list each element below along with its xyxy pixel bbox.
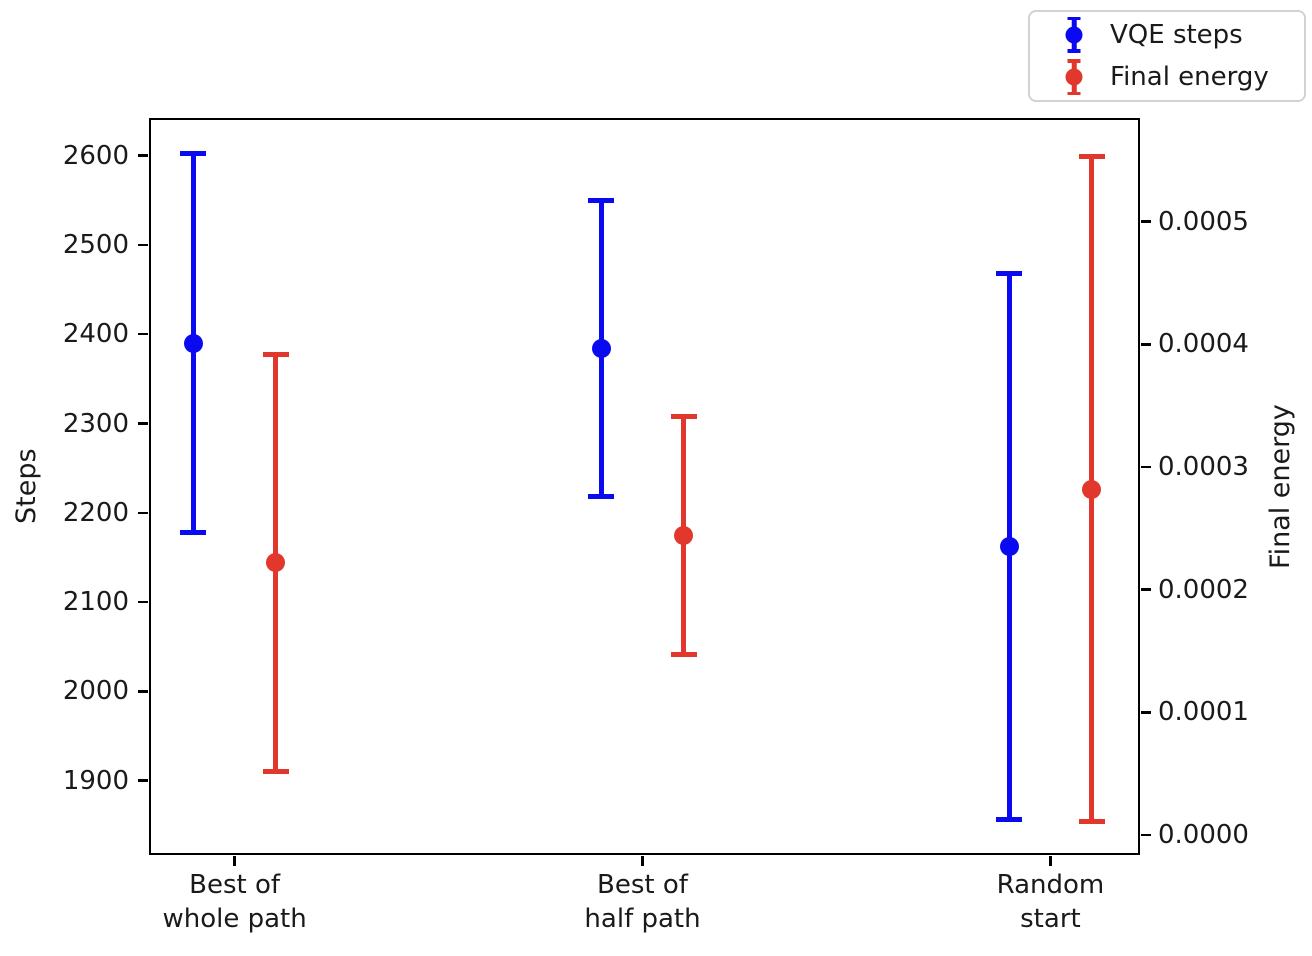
- left-axis-tick: [138, 154, 148, 157]
- left-axis-tick: [138, 511, 148, 515]
- data-point-vqe-steps: [183, 333, 203, 353]
- errorbar-cap-bottom-vqe-steps: [996, 817, 1023, 823]
- left-axis-title: Steps: [11, 448, 42, 525]
- right-axis-tick: [1141, 465, 1151, 469]
- data-point-final-energy: [674, 526, 694, 546]
- left-axis-tick-label: 2100: [62, 587, 129, 618]
- left-axis-tick-label: 2200: [62, 497, 129, 528]
- left-axis-tick: [138, 600, 148, 604]
- plot-area: 1900 2000 2100 2200 2300 2400 2500 2600 0.0000 0.…: [63, 118, 1249, 934]
- right-axis-tick: [1141, 220, 1151, 223]
- left-axis-tick: [138, 690, 148, 693]
- errorbar-cap-bottom-final-energy: [670, 652, 697, 658]
- errorbar-cap-top-final-energy: [670, 414, 697, 420]
- x-axis-category-label: Random start: [996, 870, 1105, 934]
- left-axis-tick-label: 2600: [62, 140, 129, 171]
- data-point-vqe-steps: [999, 537, 1019, 557]
- right-axis-tick: [1141, 343, 1151, 346]
- right-axis-tick-label: 0.0002: [1158, 574, 1249, 605]
- left-axis-tick-label: 2300: [62, 408, 129, 439]
- left-axis-tick-label: 1900: [62, 765, 129, 796]
- errorbar-marker-icon: [1061, 59, 1087, 96]
- x-axis-category-label: Best of whole path: [162, 870, 307, 934]
- left-axis-tick-label: 2500: [62, 229, 129, 260]
- errorbar-cap-top-vqe-steps: [180, 151, 207, 157]
- x-axis-tick: [641, 856, 644, 866]
- right-axis-tick: [1141, 833, 1151, 837]
- right-axis-tick-label: 0.0000: [1158, 820, 1249, 851]
- errorbar-cap-bottom-final-energy: [1078, 819, 1105, 825]
- errorbar-marker-icon: [1061, 16, 1087, 53]
- data-point-vqe-steps: [591, 339, 611, 359]
- right-axis-title: Final energy: [1265, 404, 1296, 569]
- legend: VQE steps Final energy: [1028, 10, 1306, 102]
- legend-entry-final-energy: Final energy: [1030, 57, 1304, 97]
- right-axis-tick-label: 0.0005: [1158, 206, 1249, 237]
- left-axis-tick: [138, 779, 148, 782]
- right-axis-tick-label: 0.0004: [1158, 329, 1249, 360]
- right-axis-tick-label: 0.0003: [1158, 451, 1249, 482]
- left-axis-tick: [138, 332, 148, 336]
- errorbar-cap-bottom-vqe-steps: [588, 494, 615, 500]
- right-axis-tick-label: 0.0001: [1158, 697, 1249, 728]
- errorbar-cap-bottom-final-energy: [262, 768, 289, 774]
- left-axis-tick-label: 2400: [62, 319, 129, 350]
- errorbar-cap-top-final-energy: [1078, 154, 1105, 160]
- data-point-final-energy: [1082, 479, 1102, 499]
- left-axis-tick: [138, 243, 148, 247]
- errorbar-cap-top-final-energy: [262, 351, 289, 357]
- errorbar-cap-bottom-vqe-steps: [180, 529, 207, 535]
- x-axis-tick: [1049, 856, 1052, 866]
- left-axis-tick: [138, 422, 148, 425]
- left-axis-tick-label: 2000: [62, 676, 129, 707]
- errorbar-cap-top-vqe-steps: [996, 271, 1023, 277]
- right-axis-tick: [1141, 588, 1151, 591]
- x-axis-tick: [233, 856, 236, 866]
- legend-entry-vqe-steps: VQE steps: [1030, 15, 1304, 55]
- x-axis-category-label: Best of half path: [584, 870, 701, 934]
- legend-label: Final energy: [1110, 62, 1269, 93]
- errorbar-cap-top-vqe-steps: [588, 197, 615, 203]
- right-axis-tick: [1141, 711, 1151, 714]
- legend-label: VQE steps: [1110, 19, 1243, 50]
- data-point-final-energy: [266, 553, 286, 573]
